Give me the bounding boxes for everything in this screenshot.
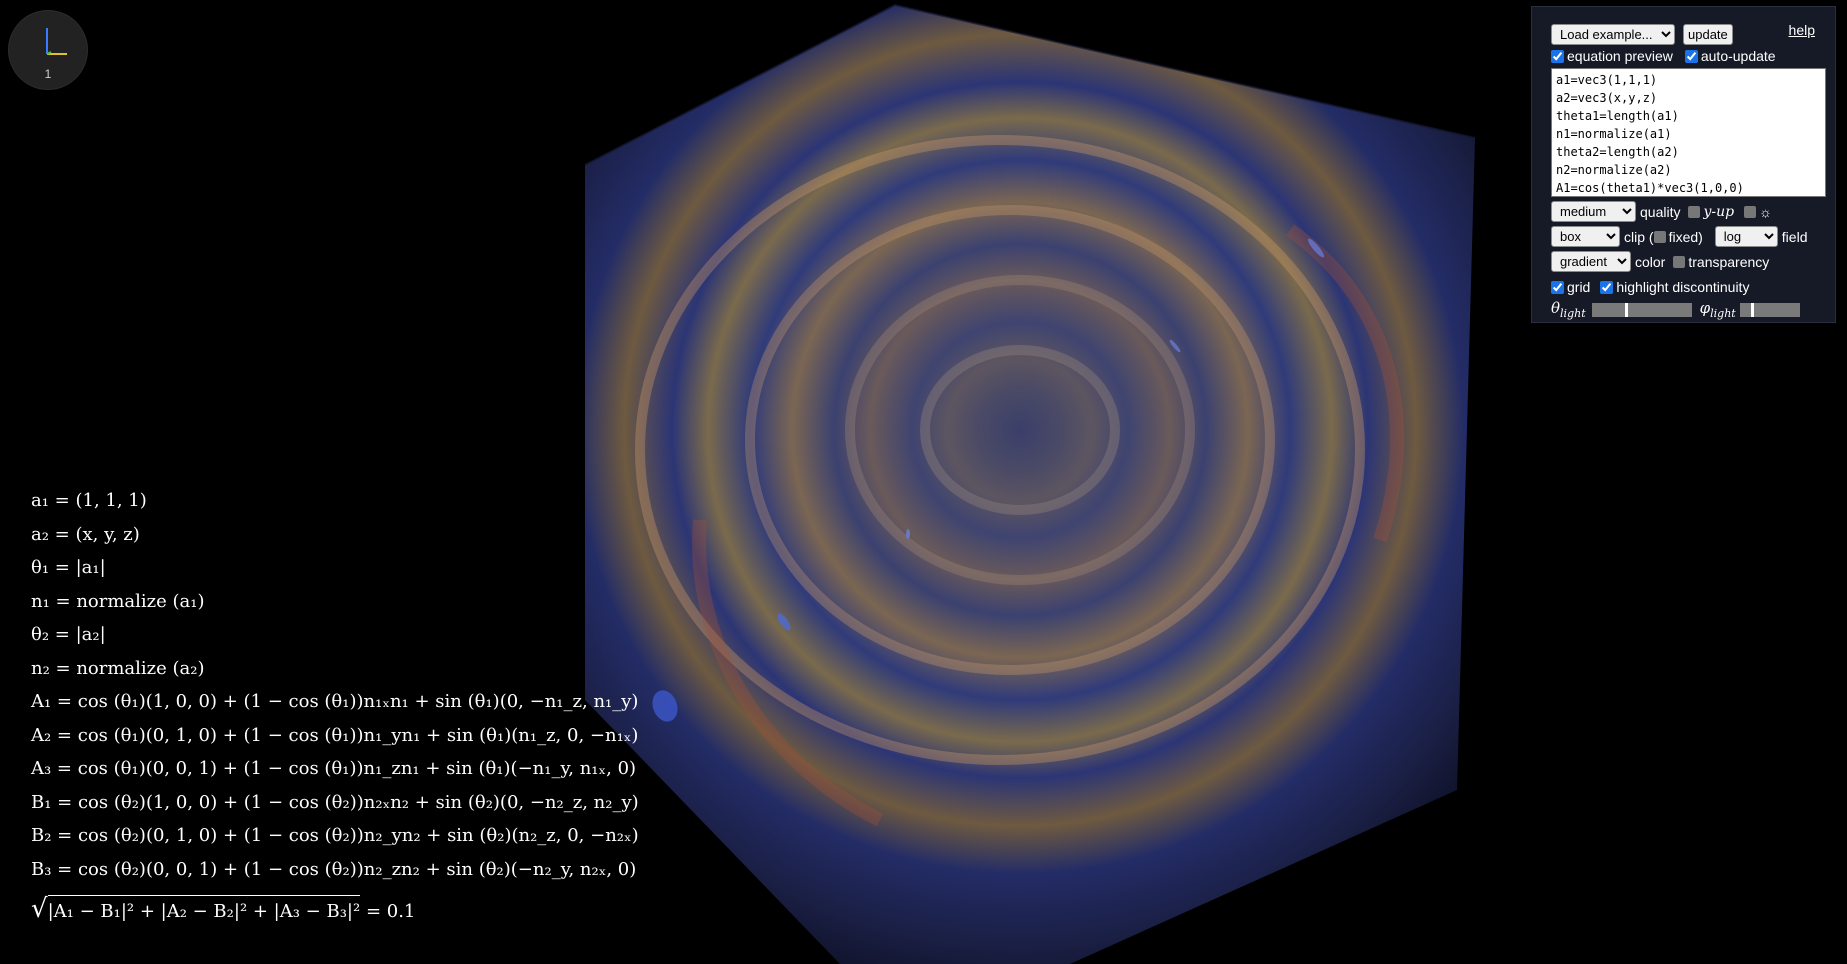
- quality-label: quality: [1640, 203, 1681, 220]
- equation-line: B₃ = cos (θ₂)(0, 0, 1) + (1 − cos (θ₂))n…: [31, 858, 637, 880]
- fixed-label: fixed): [1668, 228, 1703, 245]
- control-panel: Load example... update help equation pre…: [1531, 6, 1836, 323]
- grid-checkbox[interactable]: [1551, 280, 1564, 294]
- y-up-checkbox[interactable]: [1688, 205, 1701, 218]
- equation-line: A₂ = cos (θ₁)(0, 1, 0) + (1 − cos (θ₁))n…: [31, 724, 639, 746]
- transparency-label: transparency: [1688, 253, 1770, 270]
- color-select[interactable]: gradient: [1551, 251, 1631, 272]
- example-select[interactable]: Load example...: [1551, 24, 1675, 45]
- equation-preview-checkbox[interactable]: [1551, 49, 1564, 63]
- highlight-discontinuity-label: highlight discontinuity: [1616, 279, 1750, 295]
- volume-cube: [585, 5, 1475, 964]
- equation-line: A₁ = cos (θ₁)(1, 0, 0) + (1 − cos (θ₁))n…: [31, 691, 639, 712]
- equation-line: θ₂ = |a₂|: [31, 624, 106, 645]
- axis-gizmo[interactable]: 1: [8, 10, 88, 90]
- theta-light-label: θlight: [1551, 299, 1586, 320]
- equation-line: θ₁ = |a₁|: [31, 557, 106, 578]
- equation-line: a₁ = (1, 1, 1): [31, 490, 147, 511]
- auto-update-checkbox[interactable]: [1684, 49, 1698, 63]
- light-checkbox[interactable]: [1744, 205, 1757, 218]
- equation-line: B₁ = cos (θ₂)(1, 0, 0) + (1 − cos (θ₂))n…: [31, 791, 639, 813]
- axes-icon: [46, 28, 67, 55]
- clip-select[interactable]: box: [1551, 226, 1620, 247]
- equation-preview-label: equation preview: [1567, 48, 1673, 64]
- theta-light-slider[interactable]: [1591, 302, 1692, 317]
- theta-light-thumb[interactable]: [1624, 302, 1628, 317]
- grid-label: grid: [1567, 279, 1591, 295]
- equation-line: n₁ = normalize (a₁): [31, 590, 205, 612]
- final-equation: √|A₁ − B₁|² + |A₂ − B₂|² + |A₃ − B₃|² = …: [31, 895, 639, 929]
- equation-preview: a₁ = (1, 1, 1) a₂ = (x, y, z) θ₁ = |a₁| …: [31, 487, 639, 929]
- equation-line: n₂ = normalize (a₂): [31, 657, 205, 679]
- highlight-discontinuity-checkbox[interactable]: [1600, 280, 1614, 294]
- equation-rhs: = 0.1: [365, 901, 416, 922]
- color-label: color: [1635, 253, 1666, 270]
- auto-update-label: auto-update: [1700, 48, 1776, 64]
- sqrt-symbol: √: [31, 894, 48, 924]
- transparency-checkbox[interactable]: [1673, 255, 1686, 268]
- phi-light-label: φlight: [1699, 299, 1736, 320]
- equation-line: A₃ = cos (θ₁)(0, 0, 1) + (1 − cos (θ₁))n…: [31, 758, 637, 779]
- clip-label: clip (: [1624, 228, 1654, 245]
- fixed-checkbox[interactable]: [1653, 230, 1666, 243]
- field-select[interactable]: log: [1714, 226, 1778, 247]
- gizmo-label: 1: [44, 67, 52, 81]
- equation-editor[interactable]: [1551, 68, 1826, 197]
- quality-select[interactable]: medium: [1551, 201, 1636, 222]
- update-button[interactable]: update: [1683, 24, 1733, 45]
- phi-light-thumb[interactable]: [1750, 302, 1754, 317]
- field-label: field: [1781, 228, 1808, 245]
- y-up-label: y-up: [1703, 203, 1735, 220]
- phi-light-slider[interactable]: [1739, 302, 1800, 317]
- sun-icon: ☼: [1759, 203, 1772, 220]
- radicand: |A₁ − B₁|² + |A₂ − B₂|² + |A₃ − B₃|²: [47, 895, 361, 926]
- equation-line: B₂ = cos (θ₂)(0, 1, 0) + (1 − cos (θ₂))n…: [31, 825, 639, 846]
- equation-line: a₂ = (x, y, z): [31, 523, 140, 545]
- help-link[interactable]: help: [1788, 22, 1815, 38]
